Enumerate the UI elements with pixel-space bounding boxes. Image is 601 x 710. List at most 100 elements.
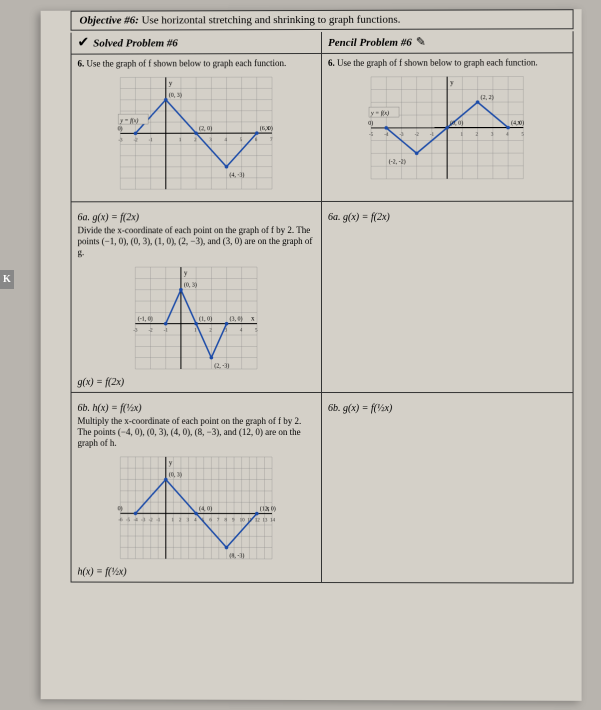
svg-text:-5: -5: [126, 519, 131, 524]
svg-text:2: 2: [476, 132, 479, 137]
svg-text:6: 6: [255, 138, 258, 143]
svg-text:(4, 0): (4, 0): [199, 506, 212, 513]
svg-text:4: 4: [240, 328, 243, 333]
svg-text:-5: -5: [369, 133, 374, 138]
svg-text:(-1, 0): (-1, 0): [138, 315, 153, 322]
svg-text:2: 2: [194, 138, 197, 143]
svg-text:(0, 3): (0, 3): [169, 472, 182, 479]
svg-text:7: 7: [217, 519, 220, 524]
svg-text:6: 6: [209, 519, 212, 524]
svg-text:12: 12: [255, 519, 260, 524]
svg-text:(3, 0): (3, 0): [230, 315, 243, 322]
svg-text:3: 3: [187, 519, 190, 524]
svg-text:5: 5: [255, 328, 258, 333]
right-num: 6.: [328, 58, 335, 68]
svg-text:y = f(x): y = f(x): [119, 117, 138, 124]
objective-label: Objective #6:: [80, 15, 139, 27]
svg-text:y = f(x): y = f(x): [370, 110, 389, 117]
explain-6b: Multiply the x-coordinate of each point …: [78, 415, 315, 449]
svg-text:(-2, -2): (-2, -2): [389, 158, 406, 165]
explain-6a: Divide the x-coordinate of each point on…: [78, 225, 315, 259]
svg-text:(2, -3): (2, -3): [214, 362, 229, 369]
svg-text:-3: -3: [141, 519, 146, 524]
graph-6a: xy(-1, 0)(0, 3)(1, 0)(2, -3)(3, 0)-3-2-1…: [131, 263, 261, 373]
svg-text:3: 3: [225, 328, 228, 333]
svg-text:3: 3: [491, 132, 494, 137]
label-6a-left: 6a. g(x) = f(2x): [78, 212, 315, 223]
svg-text:4: 4: [506, 132, 509, 137]
svg-text:2: 2: [209, 328, 212, 333]
svg-text:(6, 0): (6, 0): [260, 125, 273, 132]
svg-text:14: 14: [270, 519, 275, 524]
svg-text:-4: -4: [134, 519, 139, 524]
objective-bar: Objective #6: Use horizontal stretching …: [71, 9, 574, 30]
svg-text:4: 4: [194, 519, 197, 524]
row-6b: 6b. h(x) = f(½x) Multiply the x-coordina…: [71, 392, 574, 583]
left-instr-text: Use the graph of f shown below to graph …: [86, 58, 286, 68]
svg-text:-4: -4: [384, 133, 389, 138]
side-tab: K: [0, 270, 14, 289]
pencil-icon: ✎: [416, 35, 426, 50]
right-instruction: 6. Use the graph of f shown below to gra…: [328, 57, 567, 68]
svg-text:-3: -3: [399, 133, 404, 138]
svg-text:-2: -2: [149, 519, 154, 524]
svg-text:7: 7: [270, 138, 273, 143]
right-instr-text: Use the graph of f shown below to graph …: [337, 57, 538, 68]
label-6a-right: 6a. g(x) = f(2x): [328, 211, 567, 222]
svg-text:-3: -3: [133, 328, 138, 333]
svg-text:-1: -1: [156, 519, 161, 524]
svg-text:-3: -3: [118, 138, 123, 143]
top-row: 6. Use the graph of f shown below to gra…: [71, 52, 574, 202]
svg-text:y: y: [169, 79, 173, 87]
svg-text:5: 5: [240, 138, 243, 143]
svg-text:1: 1: [179, 138, 182, 143]
check-icon: ✔: [78, 35, 90, 52]
svg-text:1: 1: [171, 519, 174, 524]
textbook-page: Objective #6: Use horizontal stretching …: [41, 9, 582, 701]
row-6a: 6a. g(x) = f(2x) Divide the x-coordinate…: [71, 201, 574, 392]
svg-text:8: 8: [224, 519, 227, 524]
svg-text:-1: -1: [149, 138, 154, 143]
svg-text:-2: -2: [149, 328, 154, 333]
svg-text:(1, 0): (1, 0): [199, 315, 212, 322]
svg-text:(4, 0): (4, 0): [511, 119, 524, 126]
svg-text:2: 2: [179, 519, 182, 524]
left-instruction: 6. Use the graph of f shown below to gra…: [78, 58, 315, 69]
svg-text:-2: -2: [415, 133, 420, 138]
svg-text:(0, 3): (0, 3): [169, 91, 182, 98]
svg-text:y: y: [184, 269, 188, 277]
svg-text:y: y: [450, 78, 454, 86]
label-6b-right: 6b. g(x) = f(½x): [328, 403, 567, 414]
svg-text:1: 1: [194, 328, 197, 333]
svg-text:(8, -3): (8, -3): [229, 553, 244, 560]
pencil-header: Pencil Problem #6: [328, 36, 412, 48]
svg-text:(2, 2): (2, 2): [481, 94, 494, 101]
svg-text:-6: -6: [118, 519, 123, 524]
label-6b-left: 6b. h(x) = f(½x): [78, 402, 315, 413]
solved-header: Solved Problem #6: [93, 37, 178, 49]
svg-text:y: y: [169, 459, 173, 467]
svg-text:9: 9: [232, 519, 235, 524]
objective-text: Use horizontal stretching and shrinking …: [142, 14, 401, 27]
svg-text:(2, 0): (2, 0): [199, 125, 212, 132]
svg-text:(0, 0): (0, 0): [450, 119, 463, 126]
caption-6a: g(x) = f(2x): [78, 377, 315, 388]
graph-f-left: xy(-2, 0)(0, 3)(2, 0)(4, -3)(6, 0)-3-2-1…: [116, 73, 276, 193]
svg-text:13: 13: [262, 519, 267, 524]
svg-text:(4, -3): (4, -3): [229, 171, 244, 178]
svg-text:(12, 0): (12, 0): [260, 506, 276, 513]
svg-text:10: 10: [240, 519, 245, 524]
svg-text:-1: -1: [164, 328, 169, 333]
graph-f-right: xy(-4, 0)(-2, -2)(0, 0)(2, 2)(4, 0)-5-4-…: [367, 72, 527, 182]
svg-text:-2: -2: [134, 138, 139, 143]
caption-6b: h(x) = f(½x): [78, 567, 315, 578]
svg-text:(-2, 0): (-2, 0): [116, 125, 122, 132]
svg-text:4: 4: [224, 138, 227, 143]
svg-text:11: 11: [247, 519, 252, 524]
graph-6b: xy(-4, 0)(0, 3)(4, 0)(8, -3)(12, 0)-6-5-…: [116, 453, 276, 563]
left-num: 6.: [78, 59, 85, 69]
svg-text:(-4, 0): (-4, 0): [116, 506, 122, 513]
svg-text:3: 3: [209, 138, 212, 143]
svg-text:(-4, 0): (-4, 0): [367, 120, 373, 127]
svg-text:x: x: [251, 314, 255, 322]
